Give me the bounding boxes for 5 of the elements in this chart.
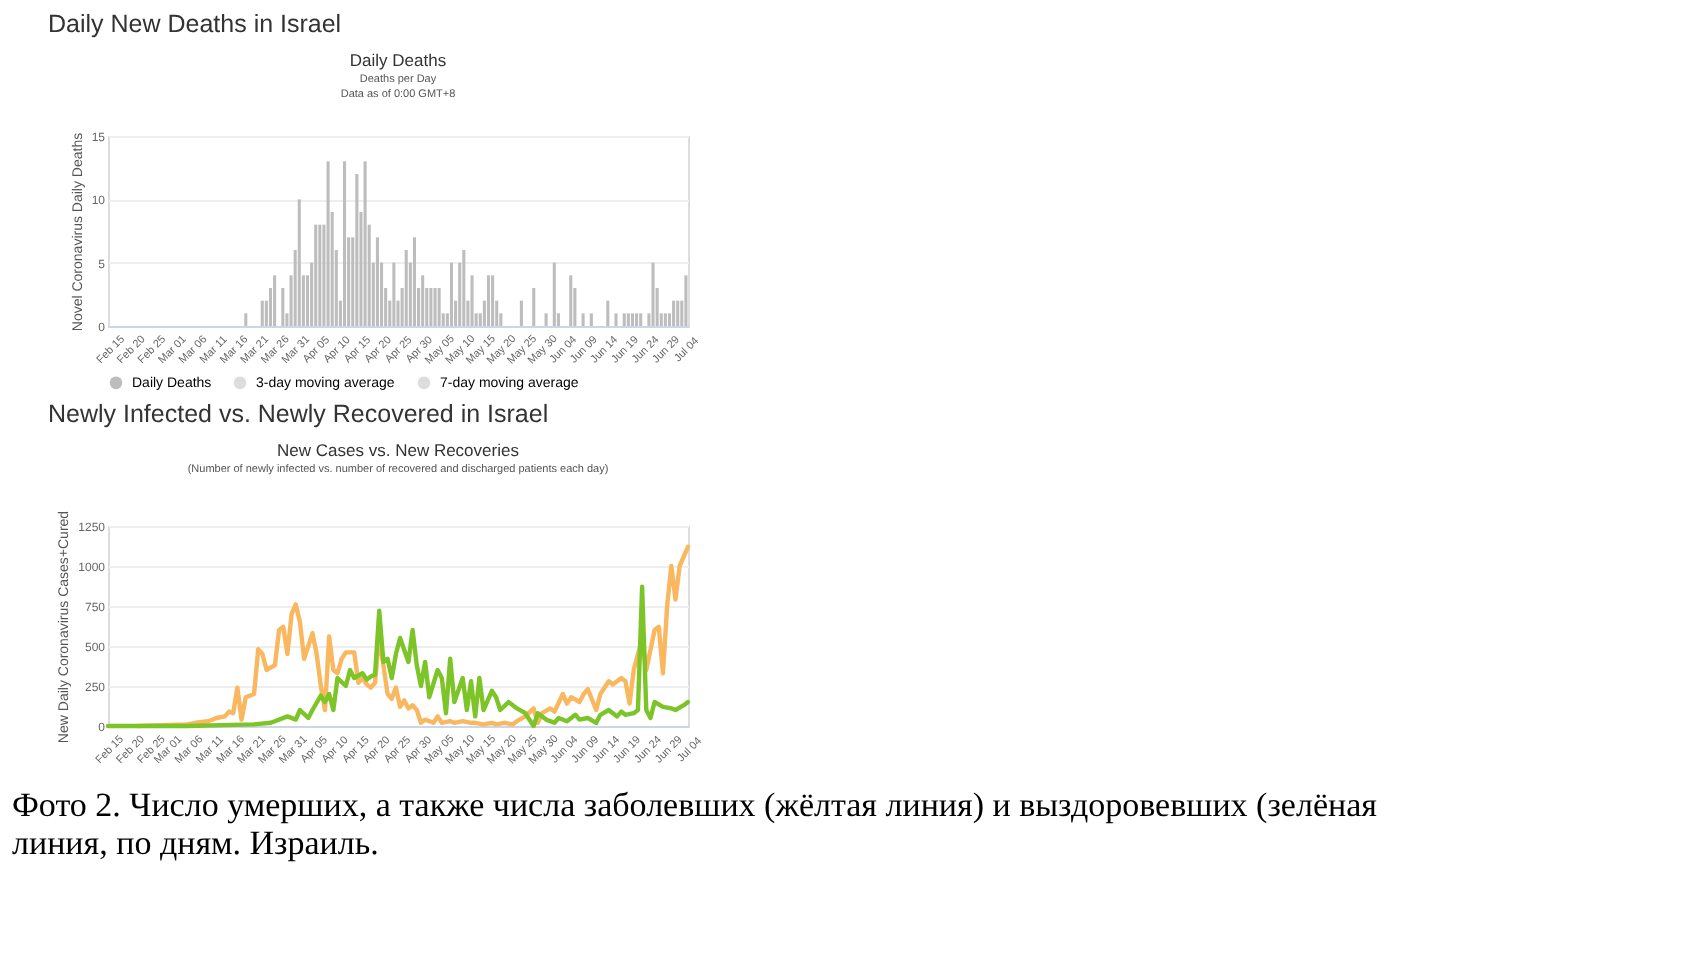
chart-title: New Cases vs. New Recoveries bbox=[277, 440, 519, 460]
text: Фото 2. Число умерших, а также числа заболевших (жёлтая линия) и выздоровевших (зелёная линия, по дням. Израиль. bbox=[12, 786, 1378, 862]
chart-title: Daily Deaths bbox=[349, 50, 447, 70]
text: Newly Infected vs. Newly Recovered in Israel bbox=[48, 400, 549, 428]
text: Daily New Deaths in Israel bbox=[48, 10, 342, 38]
